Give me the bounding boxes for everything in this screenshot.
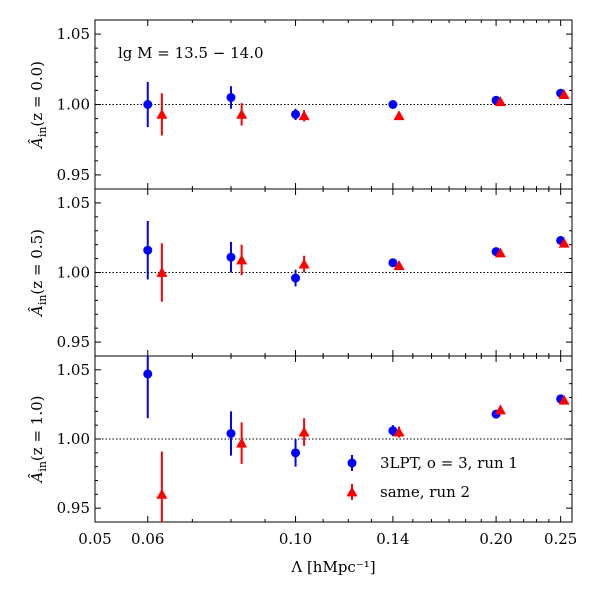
y-tick-label: 1.00	[57, 430, 90, 448]
run2-point	[298, 426, 310, 437]
run1-point	[388, 426, 398, 436]
y-tick-label: 1.05	[57, 361, 90, 379]
run2-point	[393, 426, 405, 437]
legend-run2-label: same, run 2	[380, 483, 470, 501]
run2-point	[558, 394, 570, 405]
run1-point	[143, 245, 153, 255]
run2-point	[494, 247, 506, 258]
run1-point	[291, 273, 301, 283]
y-axis-label: Âin(z = 0.5)	[28, 229, 49, 318]
run2-point	[236, 254, 248, 265]
run1-point	[388, 100, 398, 109]
run2-point	[156, 267, 168, 277]
run2-point	[494, 404, 506, 415]
x-tick-label: 0.25	[544, 530, 577, 548]
run2-point	[236, 108, 248, 119]
run1-point	[291, 109, 301, 119]
run1-point	[226, 92, 236, 102]
y-tick-label: 1.00	[57, 264, 90, 282]
legend-run1-marker	[347, 458, 357, 468]
run2-point	[558, 237, 570, 248]
y-axis-label: Âin(z = 0.0)	[28, 61, 49, 150]
axis-ticks: 0.95 1.00 1.05 0.95 1.00 1.05 0.95 1.00 1.05 0.05…	[57, 19, 577, 548]
run1-point	[143, 100, 153, 109]
y-tick-label: 1.00	[57, 96, 90, 114]
x-tick-label: 0.06	[131, 530, 164, 548]
x-tick-label: 0.10	[279, 530, 312, 548]
run1-point	[291, 448, 301, 458]
y-tick-label: 1.05	[57, 25, 90, 43]
data-points	[143, 81, 570, 522]
legend-run2-marker	[346, 486, 358, 497]
run2-point	[558, 89, 570, 100]
x-tick-label: 0.05	[78, 530, 111, 548]
run2-point	[494, 96, 506, 107]
y-axis-labels: Âin(z = 0.0) Âin(z = 0.5) Âin(z = 1.0)	[28, 61, 49, 485]
run1-point	[226, 252, 236, 262]
x-tick-label: 0.20	[479, 530, 512, 548]
x-axis-label: Λ [hMpc⁻¹]	[290, 558, 375, 576]
y-tick-label: 0.95	[57, 166, 90, 184]
reference-lines	[95, 104, 572, 440]
run1-point	[143, 369, 153, 379]
y-tick-label: 0.95	[57, 499, 90, 517]
y-tick-label: 1.05	[57, 194, 90, 212]
run2-point	[393, 260, 405, 270]
y-axis-label: Âin(z = 1.0)	[28, 395, 49, 484]
legend: 3LPT, o = 3, run 1 same, run 2	[346, 454, 518, 501]
panels-layer	[94, 19, 573, 523]
run2-point	[393, 110, 405, 121]
mass-bin-annotation: lg M = 13.5 − 14.0	[118, 44, 264, 62]
run2-point	[298, 258, 310, 269]
run2-point	[236, 437, 248, 448]
run1-point	[388, 258, 398, 268]
legend-run1-label: 3LPT, o = 3, run 1	[380, 454, 518, 472]
run2-point	[156, 488, 168, 499]
x-tick-label: 0.14	[376, 530, 409, 548]
run2-point	[156, 108, 168, 119]
run1-point	[226, 428, 236, 438]
y-tick-label: 0.95	[57, 333, 90, 351]
run2-point	[298, 110, 310, 121]
